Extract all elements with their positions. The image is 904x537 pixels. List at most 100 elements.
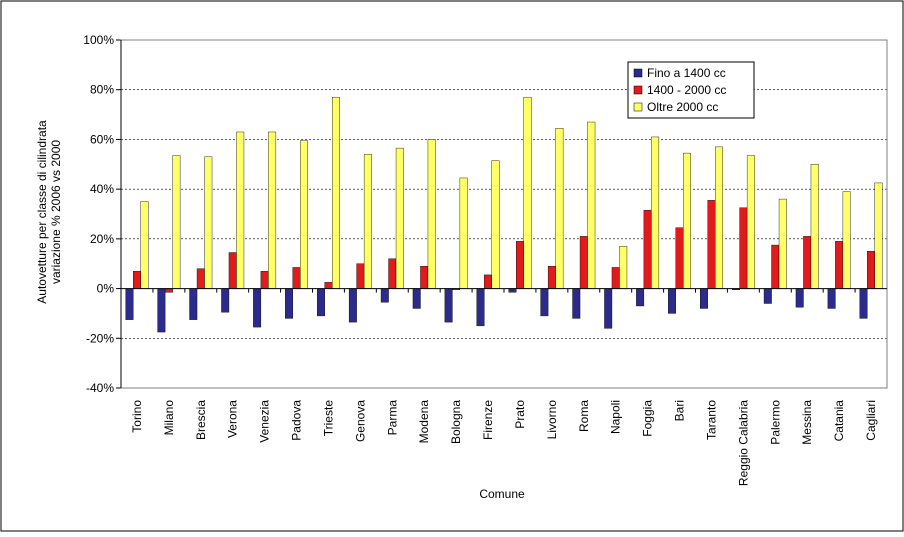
bar-catania-oltre-2000-cc (842, 191, 851, 289)
bar-brescia-1400-2000-cc (196, 268, 205, 289)
bar-torino-fino-a-1400-cc (125, 288, 134, 320)
bar-modena-fino-a-1400-cc (412, 288, 421, 309)
bar-firenze-oltre-2000-cc (491, 160, 500, 289)
x-tick-label-parma: Parma (385, 400, 399, 436)
x-tick-label-modena: Modena (417, 400, 431, 444)
y-tick-label: 60% (90, 132, 114, 146)
x-tick-label-trieste: Trieste (321, 400, 335, 437)
bar-palermo-fino-a-1400-cc (763, 288, 772, 304)
bar-messina-oltre-2000-cc (810, 164, 819, 289)
bar-prato-1400-2000-cc (516, 241, 524, 289)
bar-verona-fino-a-1400-cc (221, 288, 230, 313)
legend-swatch-fino-a-1400 (633, 68, 643, 78)
bar-catania-1400-2000-cc (835, 241, 844, 289)
bar-milano-fino-a-1400-cc (157, 288, 166, 333)
bar-padova-oltre-2000-cc (300, 140, 308, 289)
x-tick-labels: Torino Milano Brescia Verona Venezia Padova Tr… (130, 400, 878, 486)
bar-verona-oltre-2000-cc (236, 131, 245, 289)
bar-messina-1400-2000-cc (803, 236, 812, 289)
bar-napoli-1400-2000-cc (611, 267, 620, 289)
x-tick-label-firenze: Firenze (481, 400, 495, 440)
x-tick-label-prato: Prato (513, 400, 527, 429)
axes (116, 39, 888, 389)
bar-venezia-fino-a-1400-cc (253, 288, 262, 328)
bar-reggio-calabria-oltre-2000-cc (746, 155, 755, 289)
x-tick-label-milano: Milano (162, 400, 176, 436)
legend-label-1400-2000: 1400 - 2000 cc (647, 83, 726, 97)
bar-reggio-calabria-1400-2000-cc (739, 207, 748, 289)
x-tick-label-roma: Roma (577, 400, 591, 432)
bar-brescia-oltre-2000-cc (204, 156, 213, 289)
bar-roma-oltre-2000-cc (587, 121, 596, 289)
bar-padova-fino-a-1400-cc (285, 288, 293, 319)
bar-livorno-1400-2000-cc (547, 266, 556, 289)
y-tick-label: 100% (83, 33, 114, 47)
x-tick-label-foggia: Foggia (641, 400, 655, 437)
bar-messina-fino-a-1400-cc (795, 288, 804, 308)
x-tick-label-bari: Bari (673, 400, 687, 421)
x-tick-label-bologna: Bologna (449, 400, 463, 444)
legend-swatch-oltre-2000 (633, 102, 643, 112)
bar-bari-oltre-2000-cc (683, 152, 691, 289)
bar-parma-oltre-2000-cc (395, 147, 404, 289)
bar-palermo-1400-2000-cc (771, 244, 780, 289)
bar-taranto-fino-a-1400-cc (700, 288, 708, 309)
bar-venezia-1400-2000-cc (260, 270, 269, 289)
bar-livorno-oltre-2000-cc (555, 128, 564, 289)
y-tick-label: 20% (90, 232, 114, 246)
x-tick-label-messina: Messina (800, 400, 814, 445)
bar-milano-1400-2000-cc (164, 288, 173, 293)
bar-trieste-1400-2000-cc (324, 282, 333, 289)
bar-parma-fino-a-1400-cc (380, 288, 389, 303)
y-tick-label: -20% (86, 331, 114, 345)
bar-bologna-fino-a-1400-cc (444, 288, 453, 323)
bar-palermo-oltre-2000-cc (778, 198, 787, 289)
bar-taranto-1400-2000-cc (707, 200, 716, 289)
bar-foggia-oltre-2000-cc (651, 136, 660, 289)
legend-box (627, 61, 755, 119)
bar-roma-fino-a-1400-cc (572, 288, 581, 319)
bar-catania-fino-a-1400-cc (827, 288, 836, 309)
bar-bologna-oltre-2000-cc (459, 177, 468, 289)
legend-swatch-1400-2000 (633, 85, 643, 95)
y-axis-label-line1: Autovetture per classe di cilindrata (35, 120, 49, 304)
bar-venezia-oltre-2000-cc (268, 131, 277, 289)
bars (125, 96, 883, 333)
x-tick-label-catania: Catania (832, 400, 846, 442)
x-tick-label-taranto: Taranto (704, 400, 718, 440)
legend-label-fino-a-1400: Fino a 1400 cc (647, 66, 726, 80)
bar-livorno-fino-a-1400-cc (540, 288, 549, 317)
bar-trieste-fino-a-1400-cc (317, 288, 325, 317)
x-tick-label-reggio-calabria: Reggio Calabria (736, 400, 750, 486)
x-tick-label-verona: Verona (226, 400, 240, 438)
bar-cagliari-1400-2000-cc (867, 251, 875, 289)
x-tick-label-padova: Padova (290, 400, 304, 441)
bar-parma-1400-2000-cc (388, 258, 397, 289)
legend-label-oltre-2000: Oltre 2000 cc (647, 100, 718, 114)
bar-roma-1400-2000-cc (579, 236, 588, 289)
y-tick-label: 80% (90, 83, 114, 97)
bar-cagliari-oltre-2000-cc (874, 182, 883, 289)
bar-milano-oltre-2000-cc (172, 155, 181, 289)
bar-napoli-oltre-2000-cc (619, 246, 628, 289)
bar-prato-oltre-2000-cc (523, 96, 532, 289)
legend: Fino a 1400 cc 1400 - 2000 cc Oltre 2000… (627, 61, 755, 119)
x-tick-label-torino: Torino (130, 400, 144, 433)
bar-bari-1400-2000-cc (675, 227, 684, 289)
bar-foggia-fino-a-1400-cc (636, 288, 645, 307)
bar-torino-oltre-2000-cc (140, 201, 149, 289)
y-tick-label: 0% (97, 282, 115, 296)
bar-brescia-fino-a-1400-cc (189, 288, 198, 320)
bar-modena-1400-2000-cc (420, 266, 429, 289)
bar-taranto-oltre-2000-cc (715, 146, 723, 289)
x-tick-label-cagliari: Cagliari (864, 400, 878, 441)
bar-genova-fino-a-1400-cc (348, 288, 357, 323)
y-tick-label: 40% (90, 182, 114, 196)
bar-bari-fino-a-1400-cc (668, 288, 676, 314)
bar-firenze-1400-2000-cc (484, 274, 492, 289)
bar-genova-1400-2000-cc (356, 263, 365, 289)
x-tick-label-palermo: Palermo (768, 400, 782, 445)
